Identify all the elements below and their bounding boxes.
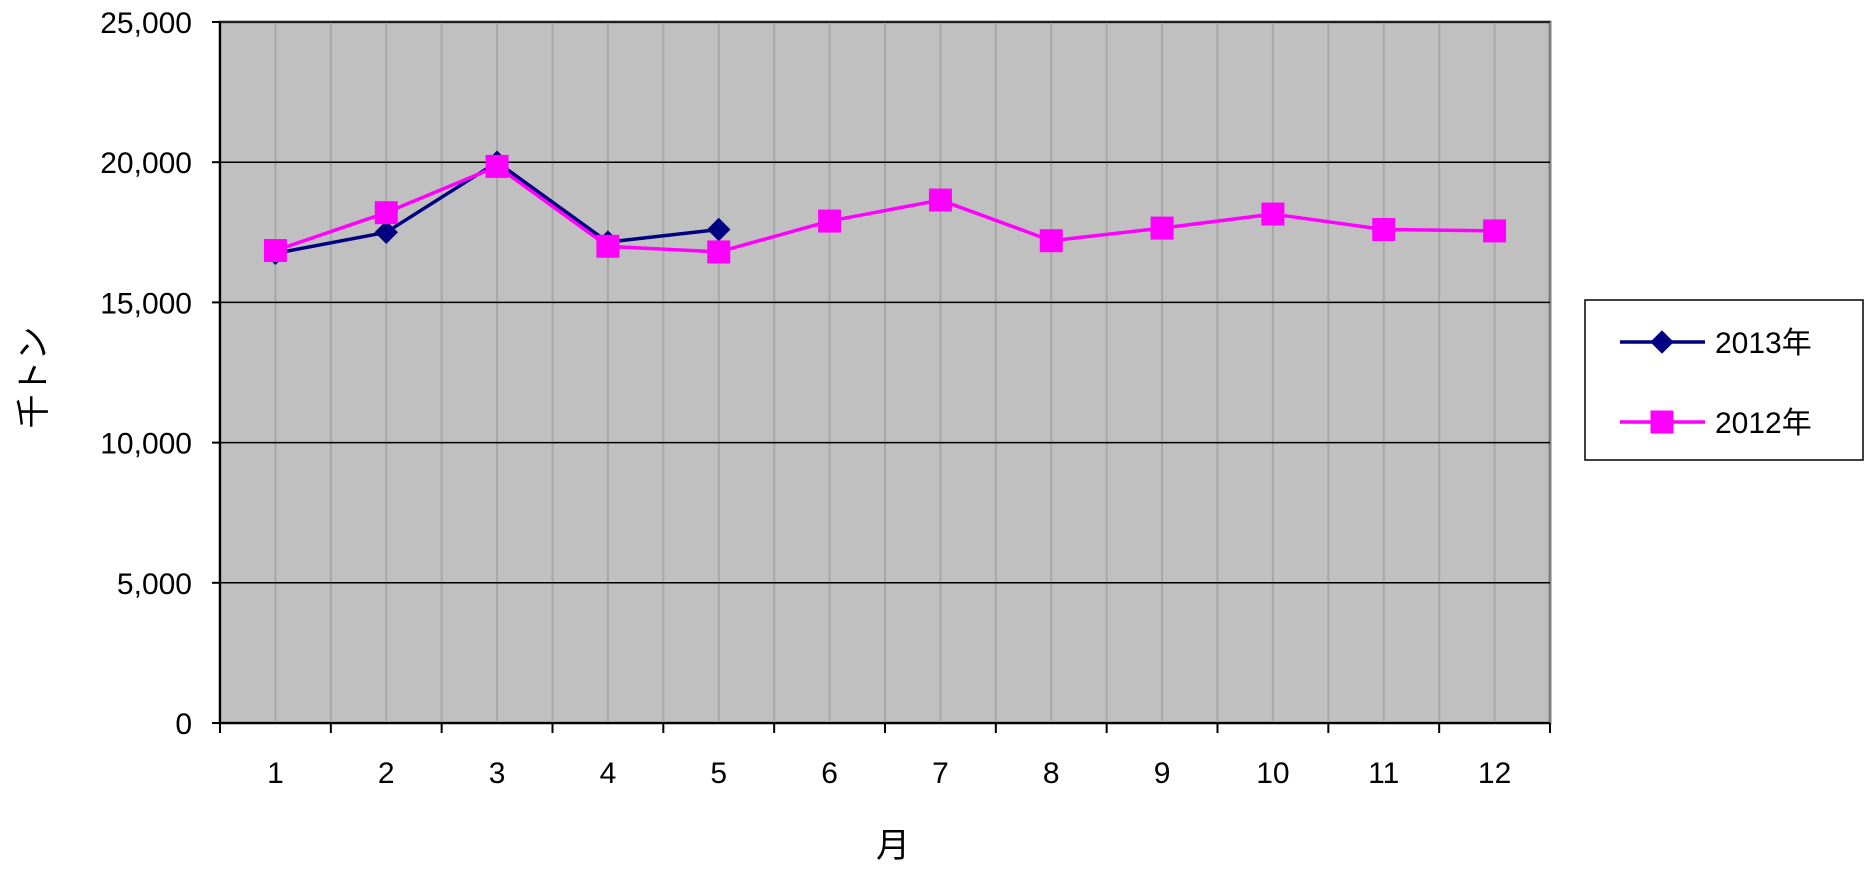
data-point [928, 188, 952, 212]
data-point [374, 220, 398, 245]
x-tick-label: 7 [932, 757, 949, 790]
legend: 2013年 2012年 [1584, 299, 1864, 461]
data-point [374, 201, 398, 225]
x-tick-label: 2 [378, 757, 395, 790]
data-point [1372, 217, 1396, 241]
x-tick-label: 9 [1154, 757, 1171, 790]
legend-marker [1650, 330, 1674, 354]
x-tick-label: 4 [600, 757, 617, 790]
y-tick-label: 5,000 [117, 568, 192, 601]
data-point [596, 234, 620, 258]
data-point [1039, 229, 1063, 253]
legend-label: 2012年 [1715, 407, 1812, 440]
data-point [1261, 202, 1285, 226]
legend-marker [1650, 410, 1674, 434]
series-line [274, 164, 1495, 254]
data-point [1150, 216, 1174, 240]
y-tick-label: 10,000 [100, 428, 192, 461]
x-tick-label: 6 [821, 757, 838, 790]
x-tick-label: 10 [1256, 757, 1289, 790]
legend-label: 2013年 [1715, 327, 1812, 360]
y-axis-label: 千トン [15, 327, 53, 429]
x-tick-label: 11 [1368, 757, 1399, 790]
data-point [707, 240, 731, 264]
y-tick-label: 20,000 [100, 147, 192, 180]
x-tick-label: 3 [489, 757, 506, 790]
x-tick-label: 1 [267, 757, 284, 790]
x-tick-label: 8 [1043, 757, 1060, 790]
y-tick-label: 25,000 [100, 7, 192, 40]
y-tick-label: 0 [175, 708, 192, 741]
x-tick-label: 5 [710, 757, 727, 790]
x-axis-label: 月 [876, 827, 910, 865]
data-point [1483, 219, 1507, 243]
y-tick-label: 15,000 [100, 287, 192, 320]
data-point [485, 154, 509, 178]
data-point [818, 209, 842, 233]
data-point [263, 239, 287, 263]
legend-box [1584, 299, 1864, 461]
x-tick-label: 12 [1478, 757, 1511, 790]
